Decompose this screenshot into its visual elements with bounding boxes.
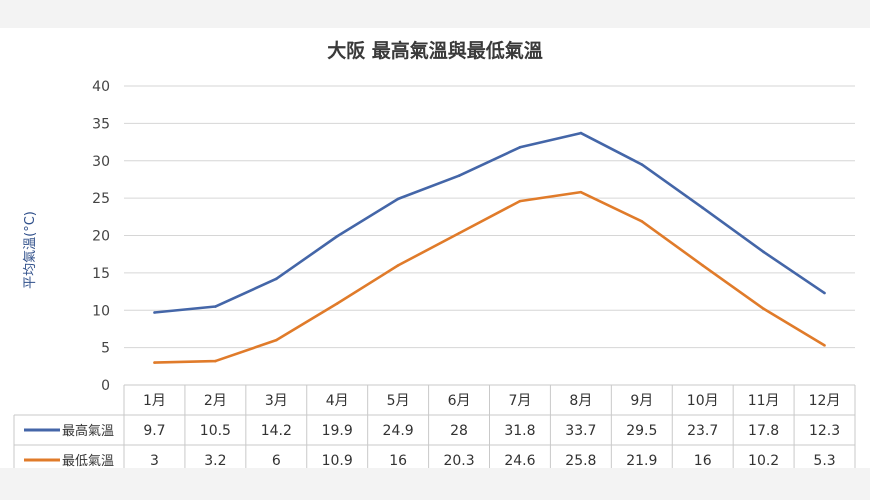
chart-frame: 大阪 最高氣溫與最低氣溫 平均氣溫(°C) 0 5 10 15 20 25 30 35 40 1…: [0, 28, 870, 468]
data-label: 16: [389, 453, 407, 468]
data-label: 33.7: [565, 423, 596, 439]
x-tick-label: 7月: [508, 393, 531, 409]
legend-label: 最高氣溫: [62, 423, 114, 439]
data-point: [214, 359, 217, 363]
data-point: [640, 163, 644, 166]
data-label: 10.5: [200, 423, 231, 439]
x-tick-label: 10月: [687, 393, 719, 409]
series-line: [154, 190, 826, 364]
data-point: [518, 199, 522, 203]
data-point: [518, 145, 522, 149]
data-point: [274, 277, 278, 281]
data-point: [823, 344, 826, 347]
data-label: 10.9: [322, 453, 353, 468]
data-point: [214, 305, 217, 308]
data-label: 14.2: [261, 423, 292, 439]
data-point: [153, 311, 156, 314]
y-tick-label: 0: [101, 378, 110, 394]
chart: 大阪 最高氣溫與最低氣溫 平均氣溫(°C) 0 5 10 15 20 25 30 35 40 1…: [13, 39, 856, 468]
data-label: 5.3: [813, 453, 835, 468]
x-tick-label: 12月: [809, 393, 841, 409]
series-lines: [153, 131, 826, 364]
data-point: [579, 131, 583, 135]
y-tick-label: 25: [92, 191, 110, 207]
data-point: [153, 361, 156, 364]
data-point: [762, 307, 765, 311]
legend-label: 最低氣溫: [62, 454, 114, 468]
data-label: 20.3: [443, 453, 474, 468]
x-tick-label: 4月: [326, 393, 349, 409]
data-label: 24.6: [504, 453, 535, 468]
y-tick-label: 30: [92, 154, 110, 170]
x-tick-label: 11月: [748, 393, 780, 409]
data-point: [823, 291, 826, 295]
y-tick-label: 10: [92, 303, 110, 319]
x-tick-label: 6月: [448, 393, 471, 409]
data-label: 17.8: [748, 423, 779, 439]
x-tick-label: 1月: [143, 393, 166, 409]
data-point: [396, 264, 400, 267]
x-tick-label: 2月: [204, 393, 227, 409]
chart-title: 大阪 最高氣溫與最低氣溫: [327, 39, 543, 62]
y-tick-label: 15: [92, 266, 110, 282]
data-label: 24.9: [383, 423, 414, 439]
data-point: [640, 219, 644, 223]
data-label: 16: [694, 453, 712, 468]
series-line: [154, 131, 826, 314]
data-label: 12.3: [809, 423, 840, 439]
data-point: [274, 338, 278, 342]
data-point: [701, 206, 705, 210]
y-tick-label: 35: [92, 116, 110, 132]
data-label: 10.2: [748, 453, 779, 468]
data-label: 21.9: [626, 453, 657, 468]
x-tick-label: 5月: [387, 393, 410, 409]
data-label: 29.5: [626, 423, 657, 439]
data-label: 3: [150, 453, 159, 468]
data-point: [335, 234, 339, 238]
x-tick-label: 3月: [265, 393, 288, 409]
y-axis-label: 平均氣溫(°C): [23, 211, 38, 289]
data-label: 31.8: [504, 423, 535, 439]
x-tick-label: 9月: [630, 393, 653, 409]
data-point: [396, 197, 400, 201]
data-label: 19.9: [322, 423, 353, 439]
data-label: 6: [272, 453, 281, 468]
data-label: 9.7: [143, 423, 165, 439]
data-label: 23.7: [687, 423, 718, 439]
data-point: [579, 190, 583, 194]
data-point: [335, 302, 339, 305]
data-label: 28: [450, 423, 468, 439]
data-point: [457, 231, 461, 235]
data-point: [762, 250, 765, 254]
data-label: 25.8: [565, 453, 596, 468]
y-tick-labels: 0 5 10 15 20 25 30 35 40: [92, 79, 110, 394]
data-point: [457, 174, 461, 177]
data-label: 3.2: [204, 453, 226, 468]
x-tick-label: 8月: [569, 393, 592, 409]
data-point: [701, 264, 705, 267]
y-tick-label: 5: [101, 341, 110, 357]
y-tick-label: 40: [92, 79, 110, 95]
y-tick-label: 20: [92, 229, 110, 245]
